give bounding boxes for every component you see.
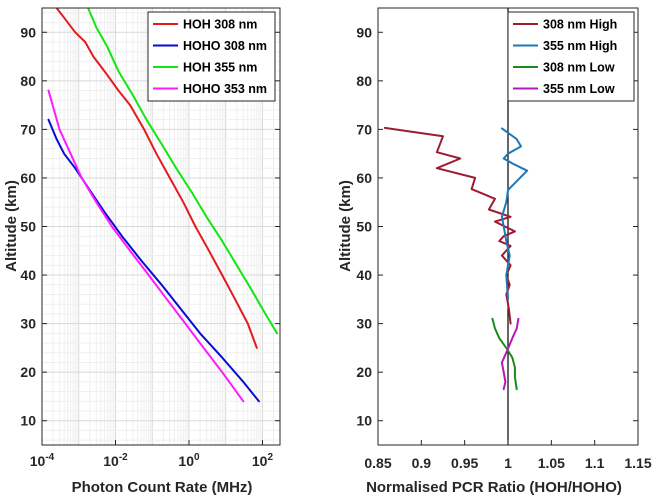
x-tick-label: 1.1 xyxy=(585,455,605,471)
legend-entry: 355 nm High xyxy=(513,39,617,53)
x-tick-label-base: 10 xyxy=(30,453,46,469)
series-line-0 xyxy=(55,8,258,349)
x-tick-label: 0.95 xyxy=(451,455,478,471)
legend-label: 355 nm High xyxy=(543,39,617,53)
series-lines xyxy=(47,8,279,403)
legend: 308 nm High 355 nm High 308 nm Low 355 nm L… xyxy=(507,11,635,102)
x-tick-label-base: 10 xyxy=(252,453,268,469)
y-tick-label: 90 xyxy=(356,24,372,40)
y-tick-label: 40 xyxy=(356,267,372,283)
x-tick-label: 1.05 xyxy=(538,455,565,471)
legend: HOH 308 nm HOHO 308 nm HOH 355 nm HOHO 353 … xyxy=(147,11,276,102)
y-tick-labels: 10 20 30 40 50 60 70 80 90 xyxy=(356,24,372,428)
y-tick-label: 30 xyxy=(356,316,372,332)
y-tick-label: 10 xyxy=(356,413,372,429)
y-tick-label: 30 xyxy=(20,316,36,332)
x-tick-label-base: 10 xyxy=(103,453,119,469)
y-tick-label: 50 xyxy=(20,219,36,235)
legend-entry: 308 nm High xyxy=(513,18,617,32)
legend-label: HOHO 353 nm xyxy=(183,82,267,96)
legend-label: HOH 355 nm xyxy=(183,61,257,75)
legend-box xyxy=(147,11,276,102)
y-tick-label: 20 xyxy=(20,364,36,380)
x-tick-label: 10-4 xyxy=(30,452,55,469)
x-tick-labels: 10-4 10-2 100 102 xyxy=(30,452,274,469)
y-axis-label: Altitude (km) xyxy=(3,180,20,272)
x-tick-label: 100 xyxy=(178,452,200,469)
legend-label: HOH 308 nm xyxy=(183,18,257,32)
series-line-2 xyxy=(491,317,518,391)
x-tick-label-exponent: -4 xyxy=(45,452,54,463)
y-tick-label: 20 xyxy=(356,364,372,380)
y-tick-label: 40 xyxy=(20,267,36,283)
legend-entry: HOH 308 nm xyxy=(153,18,257,32)
y-tick-label: 60 xyxy=(20,170,36,186)
series-line-2 xyxy=(87,8,279,335)
legend-box xyxy=(507,11,635,102)
series-line-1 xyxy=(47,118,260,403)
legend-label: HOHO 308 nm xyxy=(183,39,267,53)
x-tick-label: 102 xyxy=(252,452,274,469)
y-tick-labels: 10 20 30 40 50 60 70 80 90 xyxy=(20,24,36,428)
legend-label: 308 nm Low xyxy=(543,61,615,75)
legend-entry: HOH 355 nm xyxy=(153,61,257,75)
x-tick-labels: 0.85 0.9 0.95 1 1.05 1.1 1.15 xyxy=(364,455,651,471)
chart-normalised-pcr-ratio: 10 20 30 40 50 60 70 80 90 0.85 0.9 0.95 1 1.05 1.1 1.… xyxy=(337,7,652,496)
series-line-3 xyxy=(500,317,520,391)
legend-entry: HOHO 308 nm xyxy=(153,39,267,53)
tick-marks xyxy=(377,31,639,445)
y-tick-label: 50 xyxy=(356,219,372,235)
x-tick-label: 1.15 xyxy=(624,455,651,471)
x-tick-label-base: 10 xyxy=(178,453,194,469)
y-tick-label: 70 xyxy=(20,121,36,137)
x-tick-label-exponent: 2 xyxy=(267,452,273,463)
y-tick-label: 70 xyxy=(356,121,372,137)
legend-label: 308 nm High xyxy=(543,18,617,32)
series-line-0 xyxy=(383,126,516,325)
x-axis-label: Normalised PCR Ratio (HOH/HOHO) xyxy=(366,479,622,496)
series-lines xyxy=(383,8,529,445)
legend-label: 355 nm Low xyxy=(543,82,615,96)
series-line-3 xyxy=(47,89,245,403)
x-tick-label: 0.85 xyxy=(364,455,391,471)
y-tick-label: 80 xyxy=(20,73,36,89)
legend-entry: 308 nm Low xyxy=(513,61,615,75)
x-tick-label-exponent: -2 xyxy=(119,452,128,463)
y-tick-label: 80 xyxy=(356,73,372,89)
series-line-1 xyxy=(500,127,529,301)
x-axis-label: Photon Count Rate (MHz) xyxy=(72,479,253,496)
y-tick-label: 60 xyxy=(356,170,372,186)
y-tick-label: 10 xyxy=(20,413,36,429)
y-axis-label: Altitude (km) xyxy=(337,180,354,272)
y-tick-label: 90 xyxy=(20,24,36,40)
legend-entry: HOHO 353 nm xyxy=(153,82,267,96)
tick-marks xyxy=(41,31,280,445)
legend-entry: 355 nm Low xyxy=(513,82,615,96)
x-tick-label: 10-2 xyxy=(103,452,128,469)
x-tick-label: 0.9 xyxy=(412,455,432,471)
x-tick-label-exponent: 0 xyxy=(194,452,200,463)
x-tick-label: 1 xyxy=(504,455,512,471)
